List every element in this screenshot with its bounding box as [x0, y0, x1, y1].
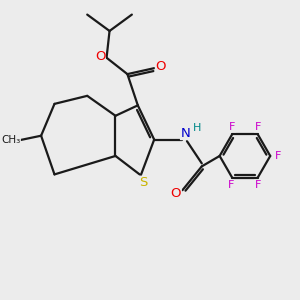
Text: F: F: [229, 122, 236, 132]
Text: F: F: [228, 180, 234, 190]
Text: H: H: [193, 123, 201, 133]
Text: F: F: [254, 180, 261, 190]
Text: O: O: [155, 60, 166, 73]
Text: O: O: [171, 187, 181, 200]
Text: F: F: [275, 151, 281, 161]
Text: CH₃: CH₃: [1, 135, 20, 145]
Text: O: O: [95, 50, 105, 63]
Text: S: S: [139, 176, 147, 189]
Text: F: F: [254, 122, 261, 132]
Text: N: N: [181, 127, 190, 140]
